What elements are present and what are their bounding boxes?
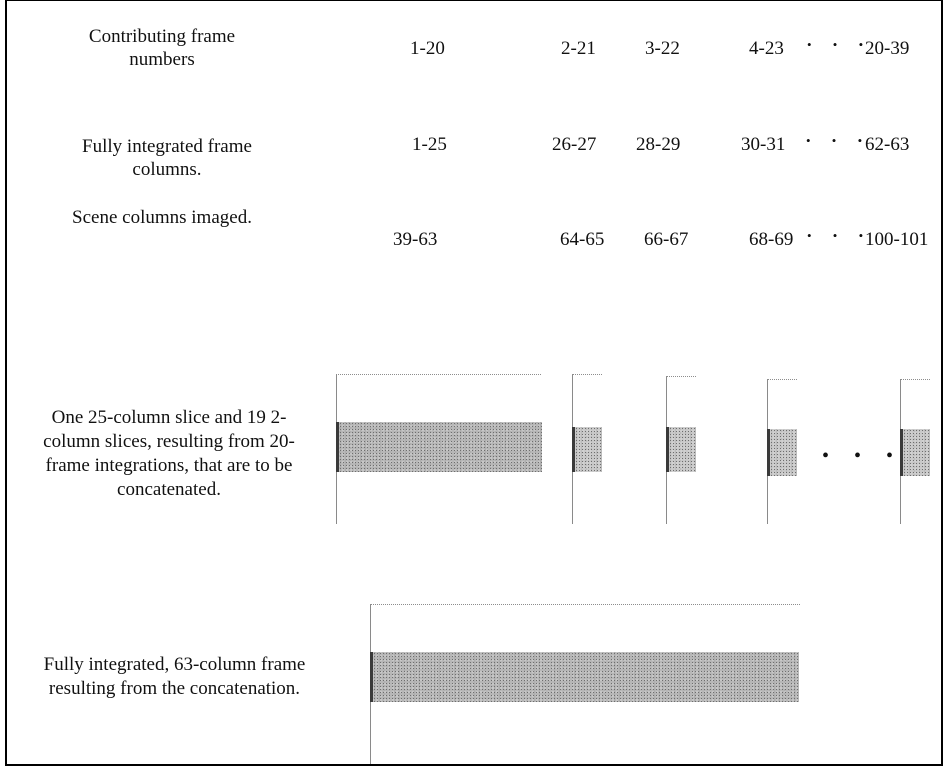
diagram-frame: Contributing frame numbers 1-20 2-21 3-2…	[5, 0, 943, 766]
contributing-value-4: 4-23	[749, 38, 784, 59]
scene-value-last: 100-101	[865, 229, 929, 250]
integrated-value-2: 26-27	[552, 134, 597, 155]
slices-caption: One 25-column slice and 19 2-column slic…	[43, 407, 295, 500]
slice-2-column-last	[900, 379, 936, 524]
integrated-ellipsis: • • •	[806, 133, 872, 148]
contributing-ellipsis: • • •	[807, 37, 873, 52]
concatenated-63-column-frame	[370, 604, 802, 764]
contributing-value-last: 20-39	[865, 38, 910, 59]
integrated-value-1: 1-25	[412, 134, 447, 155]
scene-value-3: 66-67	[644, 229, 689, 250]
slices-ellipsis: • • •	[822, 445, 904, 467]
scene-value-2: 64-65	[560, 229, 605, 250]
contributing-frames-label: Contributing frame numbers	[88, 26, 236, 70]
slice-2-column-2	[666, 376, 702, 524]
integrated-value-last: 62-63	[865, 134, 910, 155]
contributing-value-2: 2-21	[561, 38, 596, 59]
scene-ellipsis: • • •	[807, 228, 873, 243]
slice-25-column	[336, 374, 548, 524]
contributing-value-3: 3-22	[645, 38, 680, 59]
scene-value-4: 68-69	[749, 229, 794, 250]
slice-2-column-3	[767, 379, 803, 524]
integrated-value-3: 28-29	[636, 134, 681, 155]
slice-2-column-1	[572, 374, 608, 524]
integrated-value-4: 30-31	[741, 134, 786, 155]
scene-value-1: 39-63	[393, 229, 438, 250]
contributing-value-1: 1-20	[410, 38, 445, 59]
concatenation-caption: Fully integrated, 63-column frame result…	[43, 654, 306, 699]
scene-columns-label: Scene columns imaged.	[72, 207, 252, 228]
integrated-columns-label: Fully integrated frame columns.	[82, 136, 252, 180]
